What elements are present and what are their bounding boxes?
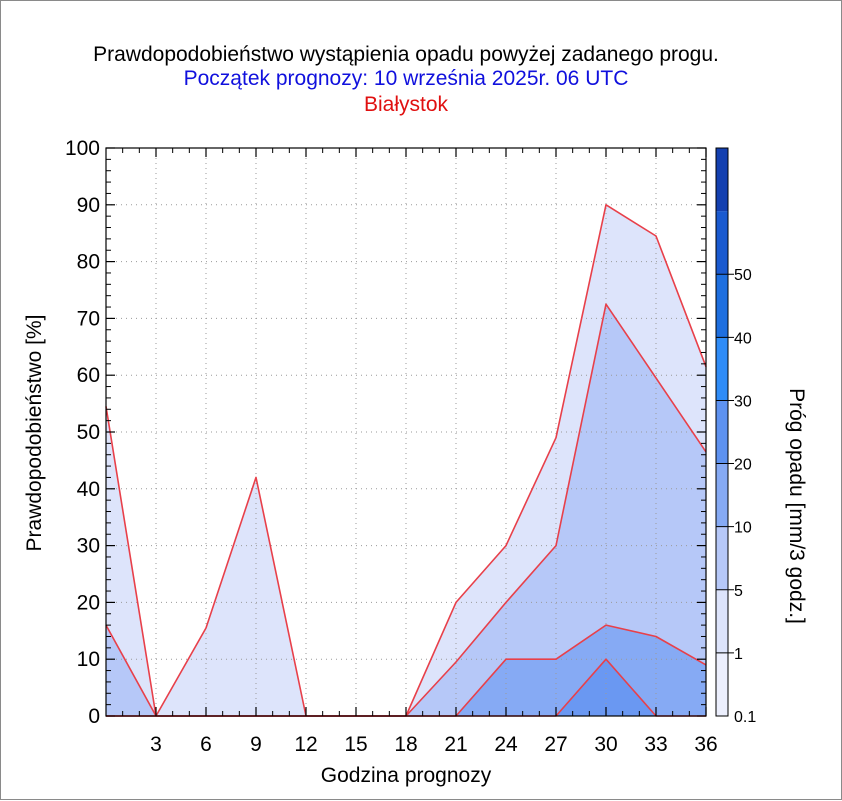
area-threshold-10 xyxy=(106,659,706,716)
colorbar-segment xyxy=(716,211,728,275)
x-tick-label: 9 xyxy=(250,733,262,756)
colorbar-segment xyxy=(716,337,728,401)
colorbar-segment xyxy=(716,589,728,653)
x-tick-label: 27 xyxy=(544,733,567,756)
x-tick-label: 12 xyxy=(294,733,317,756)
colorbar-segment xyxy=(716,652,728,716)
colorbar-tick-label: 10 xyxy=(734,520,752,537)
y-axis-label: Prawdopodobieństwo [%] xyxy=(23,315,46,552)
x-tick-label: 36 xyxy=(694,733,717,756)
colorbar-segment xyxy=(716,463,728,527)
x-tick-label: 30 xyxy=(594,733,617,756)
x-tick-label: 24 xyxy=(494,733,518,756)
colorbar-tick-label: 0.1 xyxy=(734,709,756,726)
colorbar: 0.1 1 5 10 20 30 40 50 xyxy=(715,147,756,726)
colorbar-frame xyxy=(715,147,729,717)
y-tick-label: 70 xyxy=(77,307,100,330)
colorbar-tick-label: 50 xyxy=(734,267,752,284)
y-tick-label: 30 xyxy=(77,535,100,558)
x-tick-label: 33 xyxy=(644,733,667,756)
y-tick-label: 60 xyxy=(77,364,100,387)
x-tick-label: 6 xyxy=(200,733,212,756)
grid-lines xyxy=(106,148,706,716)
y-tick-label: 10 xyxy=(77,648,100,671)
x-tick-label: 21 xyxy=(444,733,467,756)
y-tick-label: 100 xyxy=(65,137,100,160)
x-tick-label: 3 xyxy=(150,733,162,756)
location-label: Białystok xyxy=(363,93,449,116)
x-tick-label: 18 xyxy=(394,733,417,756)
colorbar-label: Próg opadu [mm/3 godz.] xyxy=(785,388,808,624)
colorbar-segment xyxy=(716,148,728,212)
colorbar-tick-label: 1 xyxy=(734,646,743,663)
y-tick-label: 0 xyxy=(88,705,100,728)
chart-title: Prawdopodobieństwo wystąpienia opadu pow… xyxy=(93,43,719,66)
y-tick-label: 50 xyxy=(77,421,100,444)
colorbar-segment xyxy=(716,526,728,590)
colorbar-segment xyxy=(716,274,728,338)
x-axis-label: Godzina prognozy xyxy=(321,764,492,787)
y-tick-label: 90 xyxy=(77,194,100,217)
colorbar-tick-label: 40 xyxy=(734,330,752,347)
y-tick-label: 20 xyxy=(77,591,100,614)
colorbar-tick-label: 5 xyxy=(734,583,743,600)
y-tick-label: 40 xyxy=(77,478,100,501)
colorbar-segment xyxy=(716,400,728,464)
x-tick-label: 15 xyxy=(344,733,367,756)
colorbar-tick-label: 30 xyxy=(734,393,752,410)
y-tick-label: 80 xyxy=(77,251,100,274)
forecast-start-subtitle: Początek prognozy: 10 września 2025r. 06… xyxy=(183,67,629,90)
colorbar-tick-label: 20 xyxy=(734,457,752,474)
